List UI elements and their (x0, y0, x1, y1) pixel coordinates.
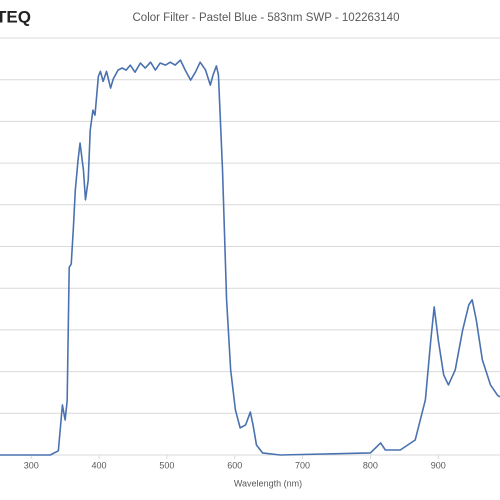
x-tick-label: 900 (431, 460, 446, 470)
x-tick-label: 600 (227, 460, 242, 470)
data-line (0, 59, 500, 456)
x-axis-label: Wavelength (nm) (234, 478, 302, 488)
chart-title: Color Filter - Pastel Blue - 583nm SWP -… (133, 12, 400, 24)
x-tick-label: 700 (295, 460, 310, 470)
x-tick-label: 500 (159, 460, 174, 470)
x-tick-label: 800 (363, 460, 378, 470)
x-tick-label: 300 (24, 460, 39, 470)
logo: TEQ (0, 7, 31, 26)
x-tick-label: 400 (92, 460, 107, 470)
